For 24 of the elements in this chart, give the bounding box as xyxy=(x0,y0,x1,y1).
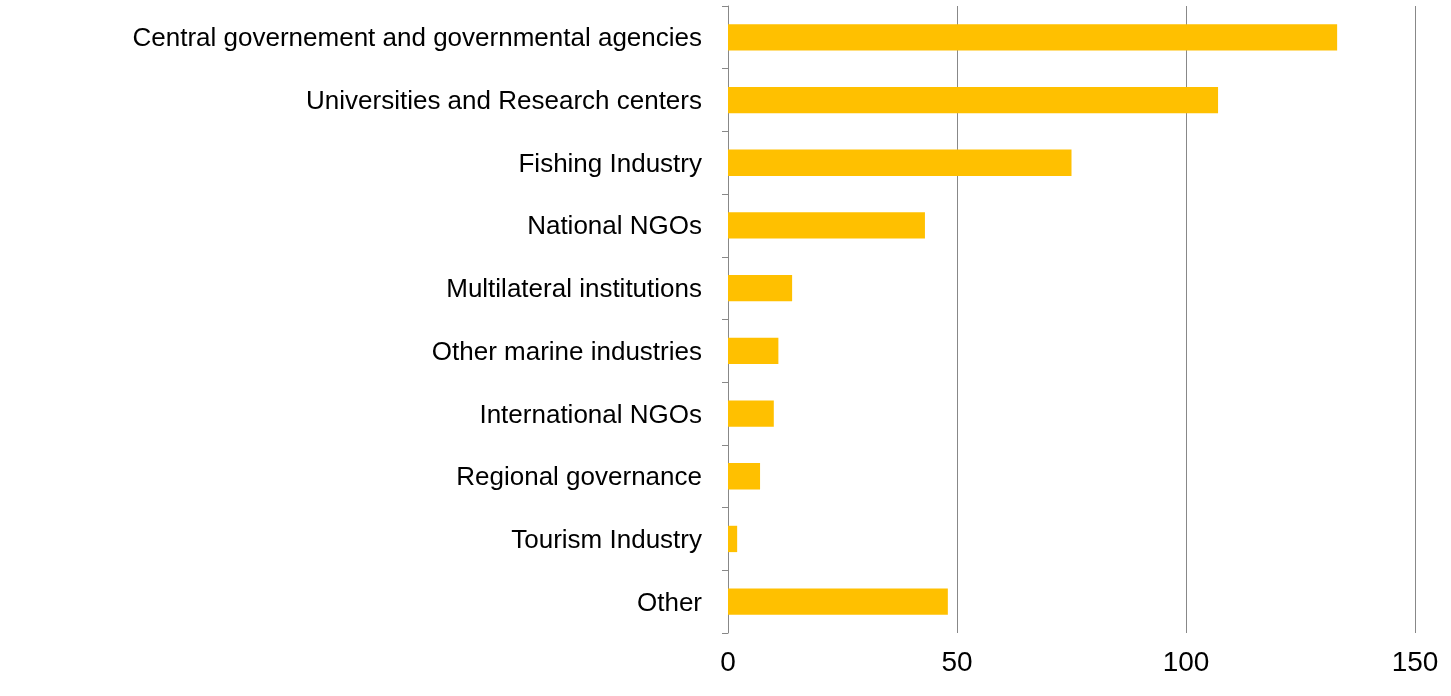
x-tick-label: 50 xyxy=(941,645,973,677)
bar xyxy=(728,337,779,365)
x-tick-label: 150 xyxy=(1391,645,1439,677)
x-tick-label: 0 xyxy=(720,645,736,677)
y-tick-label: Fishing Industry xyxy=(518,147,702,178)
y-tick-label: National NGOs xyxy=(527,210,702,241)
x-tick-label: 100 xyxy=(1162,645,1210,677)
y-tick-label: Multilateral institutions xyxy=(446,273,702,304)
bar xyxy=(728,86,1219,114)
y-tick-label: Tourism Industry xyxy=(511,523,702,554)
bar xyxy=(728,274,793,302)
y-tick-label: International NGOs xyxy=(479,398,702,429)
y-tick-label: Central governement and governmental agencies xyxy=(132,22,702,53)
y-tick-label: Universities and Research centers xyxy=(306,85,702,116)
bar xyxy=(728,400,774,427)
bar xyxy=(728,525,738,553)
bar xyxy=(728,588,948,615)
bar xyxy=(728,463,761,490)
y-tick-label: Regional governance xyxy=(456,461,702,492)
bar xyxy=(728,24,1338,51)
bar xyxy=(728,149,1072,176)
y-tick-label: Other xyxy=(636,586,703,617)
y-tick-label: Other marine industries xyxy=(431,335,702,366)
bar xyxy=(728,212,925,239)
